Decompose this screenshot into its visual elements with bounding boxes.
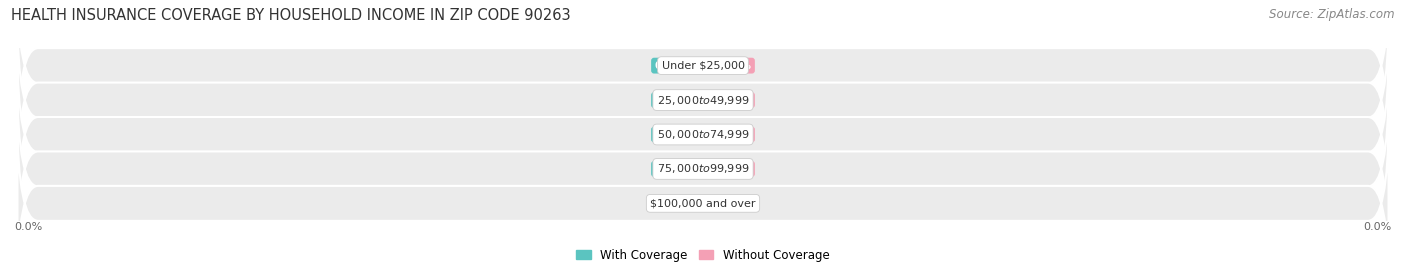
Text: 0.0%: 0.0% bbox=[654, 164, 683, 174]
Text: 0.0%: 0.0% bbox=[723, 198, 752, 208]
Text: 0.0%: 0.0% bbox=[654, 129, 683, 140]
Text: $100,000 and over: $100,000 and over bbox=[650, 198, 756, 208]
FancyBboxPatch shape bbox=[17, 83, 1389, 255]
Text: 0.0%: 0.0% bbox=[723, 129, 752, 140]
Text: 0.0%: 0.0% bbox=[654, 61, 683, 71]
Legend: With Coverage, Without Coverage: With Coverage, Without Coverage bbox=[572, 244, 834, 266]
FancyBboxPatch shape bbox=[17, 49, 1389, 220]
Text: 0.0%: 0.0% bbox=[14, 222, 42, 232]
Text: 0.0%: 0.0% bbox=[723, 164, 752, 174]
Text: $50,000 to $74,999: $50,000 to $74,999 bbox=[657, 128, 749, 141]
Text: $75,000 to $99,999: $75,000 to $99,999 bbox=[657, 162, 749, 175]
Text: 0.0%: 0.0% bbox=[723, 61, 752, 71]
Text: $25,000 to $49,999: $25,000 to $49,999 bbox=[657, 94, 749, 107]
Text: Under $25,000: Under $25,000 bbox=[661, 61, 745, 71]
FancyBboxPatch shape bbox=[17, 14, 1389, 186]
FancyBboxPatch shape bbox=[17, 118, 1389, 269]
Text: HEALTH INSURANCE COVERAGE BY HOUSEHOLD INCOME IN ZIP CODE 90263: HEALTH INSURANCE COVERAGE BY HOUSEHOLD I… bbox=[11, 8, 571, 23]
Text: 0.0%: 0.0% bbox=[1364, 222, 1392, 232]
Text: 0.0%: 0.0% bbox=[723, 95, 752, 105]
FancyBboxPatch shape bbox=[17, 0, 1389, 151]
Text: 0.0%: 0.0% bbox=[654, 95, 683, 105]
Text: 0.0%: 0.0% bbox=[654, 198, 683, 208]
Text: Source: ZipAtlas.com: Source: ZipAtlas.com bbox=[1270, 8, 1395, 21]
